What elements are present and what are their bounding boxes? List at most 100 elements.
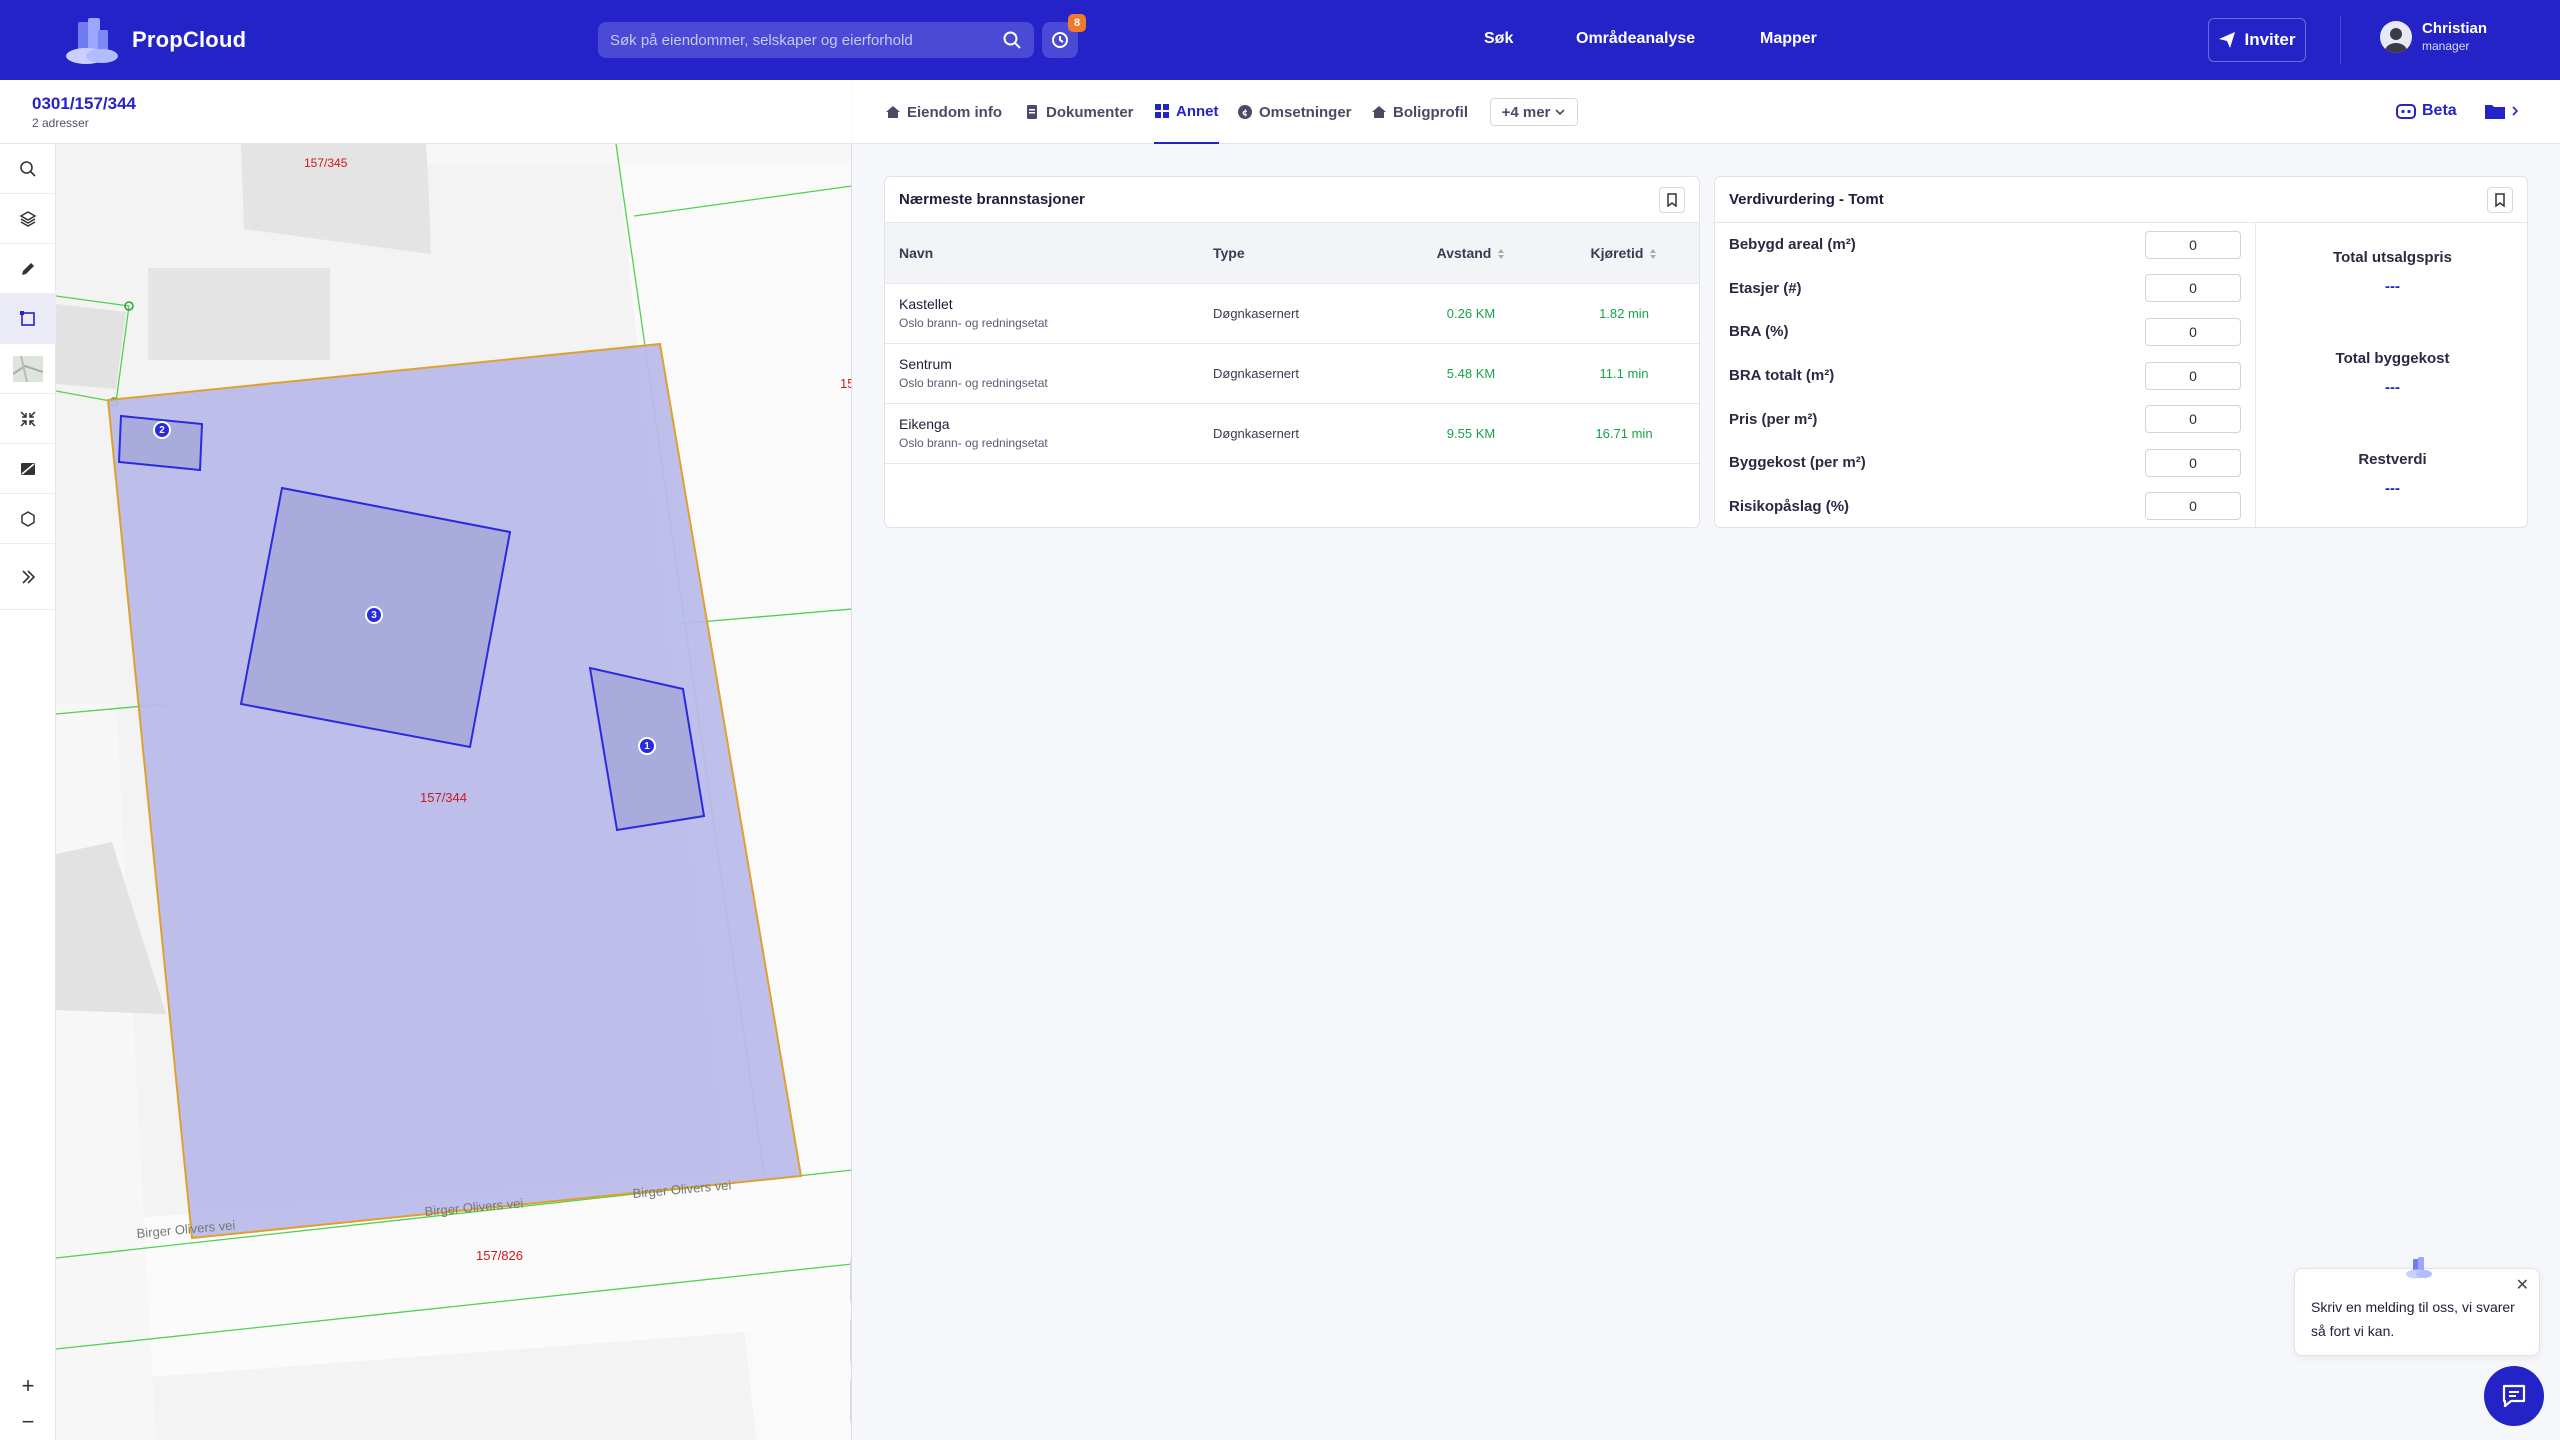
grid-icon: [1155, 104, 1169, 118]
chat-message: Skriv en melding til oss, vi svarer så f…: [2311, 1299, 2515, 1339]
zoom-out-button[interactable]: −: [21, 1409, 35, 1434]
field-bebygd-areal: Bebygd areal (m²): [1715, 223, 2255, 267]
valuation-card: Verdivurdering - Tomt Bebygd areal (m²) …: [1714, 176, 2528, 528]
map-building: [56, 842, 166, 1014]
tab-boligprofil[interactable]: Boligprofil: [1371, 80, 1468, 144]
nav-sok[interactable]: Søk: [1484, 30, 1514, 47]
parcel-label-edge: 15: [840, 376, 851, 391]
robot-icon: [2396, 104, 2416, 119]
transaction-icon: ¢: [1238, 105, 1252, 119]
search-icon[interactable]: [1002, 30, 1022, 50]
summary-total-utsalgspris: Total utsalgspris ---: [2333, 249, 2452, 295]
tab-eiendom-info[interactable]: Eiendom info: [885, 80, 1002, 144]
table-row[interactable]: Sentrum Oslo brann- og redningsetat Døgnk…: [885, 343, 1699, 404]
app-name: PropCloud: [132, 27, 247, 52]
tab-dokumenter[interactable]: Dokumenter: [1024, 80, 1134, 144]
history-icon: [1052, 32, 1068, 48]
card-title: Verdivurdering - Tomt: [1729, 191, 1884, 208]
chat-popup: ✕ Skriv en melding til oss, vi svarer så…: [2294, 1257, 2540, 1356]
building-marker-3[interactable]: 3: [365, 606, 383, 624]
building-marker-1[interactable]: 1: [638, 737, 656, 755]
invite-button[interactable]: Inviter: [2208, 18, 2306, 62]
bra-input[interactable]: [2145, 317, 2241, 346]
avatar: [2380, 21, 2412, 53]
byggekost-input[interactable]: [2145, 448, 2241, 477]
parcel-label-south: 157/826: [476, 1248, 523, 1263]
top-bar: PropCloud 8 Søk Områdeanalyse Mapper Inv…: [0, 0, 2560, 80]
tool-basemap[interactable]: [0, 344, 56, 394]
collapse-icon: [20, 410, 36, 427]
nav-mapper[interactable]: Mapper: [1760, 30, 1817, 47]
valuation-summary: Total utsalgspris --- Total byggekost --- …: [2255, 223, 2527, 527]
fire-stations-card: Nærmeste brannstasjoner Navn Type Avstan…: [884, 176, 1700, 528]
col-avstand[interactable]: Avstand: [1393, 223, 1549, 284]
search-box[interactable]: [598, 22, 1034, 58]
tool-image[interactable]: [0, 444, 56, 494]
field-byggekost: Byggekost (per m²): [1715, 441, 2255, 485]
tool-draw[interactable]: [0, 244, 56, 294]
history-button[interactable]: 8: [1042, 14, 1086, 58]
tabs-bar: Eiendom info Dokumenter Annet ¢ Omsetnin…: [853, 80, 2560, 144]
select-area-icon: [20, 310, 35, 326]
property-id[interactable]: 0301/157/344: [32, 94, 136, 113]
locate-button[interactable]: [850, 1376, 851, 1426]
chevron-down-icon: [1555, 109, 1565, 116]
bookmark-button[interactable]: [2487, 187, 2513, 213]
bebygd-areal-input[interactable]: [2145, 230, 2241, 259]
summary-restverdi: Restverdi ---: [2358, 451, 2427, 497]
zoom-in-button[interactable]: +: [21, 1373, 35, 1398]
risikopaslag-input[interactable]: [2145, 492, 2241, 521]
folder-button[interactable]: [2484, 102, 2520, 120]
image-icon: [21, 462, 35, 475]
field-etasjer: Etasjer (#): [1715, 267, 2255, 311]
tool-collapse[interactable]: [0, 394, 56, 444]
fire-stations-table: Navn Type Avstand Kjøretid Kastellet Oslo…: [885, 223, 1699, 464]
tool-select-area[interactable]: [0, 294, 56, 344]
map-thumbnail-icon: [13, 355, 43, 382]
history-badge: 8: [1068, 14, 1086, 32]
more-tabs-button[interactable]: +4 mer: [1490, 98, 1578, 126]
sort-icon: [1650, 249, 1657, 260]
table-row[interactable]: Kastellet Oslo brann- og redningsetat Døg…: [885, 283, 1699, 344]
col-kjoretid[interactable]: Kjøretid: [1549, 223, 1699, 284]
etasjer-input[interactable]: [2145, 274, 2241, 303]
chat-button[interactable]: [2484, 1366, 2544, 1426]
sort-icon: [1498, 249, 1505, 260]
tool-layers[interactable]: [0, 194, 56, 244]
close-icon[interactable]: ✕: [2515, 1277, 2529, 1294]
field-bra-totalt: BRA totalt (m²): [1715, 354, 2255, 398]
beta-button[interactable]: Beta: [2396, 102, 2457, 120]
pris-input[interactable]: [2145, 405, 2241, 434]
invite-label: Inviter: [2244, 30, 2296, 49]
tool-search[interactable]: [0, 144, 56, 194]
valuation-fields: Bebygd areal (m²) Etasjer (#) BRA (%) BR…: [1715, 223, 2255, 527]
parcel-label-main: 157/344: [420, 790, 467, 805]
bra-totalt-input[interactable]: [2145, 361, 2241, 390]
home-view-button[interactable]: [850, 1256, 851, 1306]
parcel-label-north: 157/345: [304, 156, 348, 170]
property-header: 0301/157/344 2 adresser: [0, 80, 852, 144]
tool-3d[interactable]: [0, 494, 56, 544]
bookmark-icon: [2495, 193, 2505, 207]
chevrons-right-icon: [22, 569, 36, 584]
nav-omradeanalyse[interactable]: Områdeanalyse: [1576, 30, 1696, 47]
building-marker-2[interactable]: 2: [153, 421, 171, 439]
logo[interactable]: PropCloud: [64, 16, 246, 64]
col-navn: Navn: [885, 223, 1213, 284]
bookmark-button[interactable]: [1659, 187, 1685, 213]
address-count[interactable]: 2 adresser: [32, 116, 89, 130]
tool-expand[interactable]: [0, 544, 56, 610]
tab-annet[interactable]: Annet: [1154, 80, 1219, 144]
building-outline-2[interactable]: [117, 414, 204, 472]
list-button[interactable]: 1: [850, 1316, 851, 1366]
tab-omsetninger[interactable]: ¢ Omsetninger: [1237, 80, 1352, 144]
user-menu[interactable]: Christian manager: [2380, 20, 2487, 54]
search-input[interactable]: [610, 31, 1002, 49]
divider: [2340, 16, 2341, 64]
map-view[interactable]: 2 3 1 157/345 157/344 157/826 15 Birger …: [56, 144, 852, 1440]
map-canvas[interactable]: [56, 144, 852, 1440]
table-row[interactable]: Eikenga Oslo brann- og redningsetat Døgnk…: [885, 403, 1699, 464]
cloud-logo-icon: [2406, 1257, 2432, 1279]
col-type: Type: [1213, 223, 1393, 284]
search-icon: [20, 160, 36, 177]
